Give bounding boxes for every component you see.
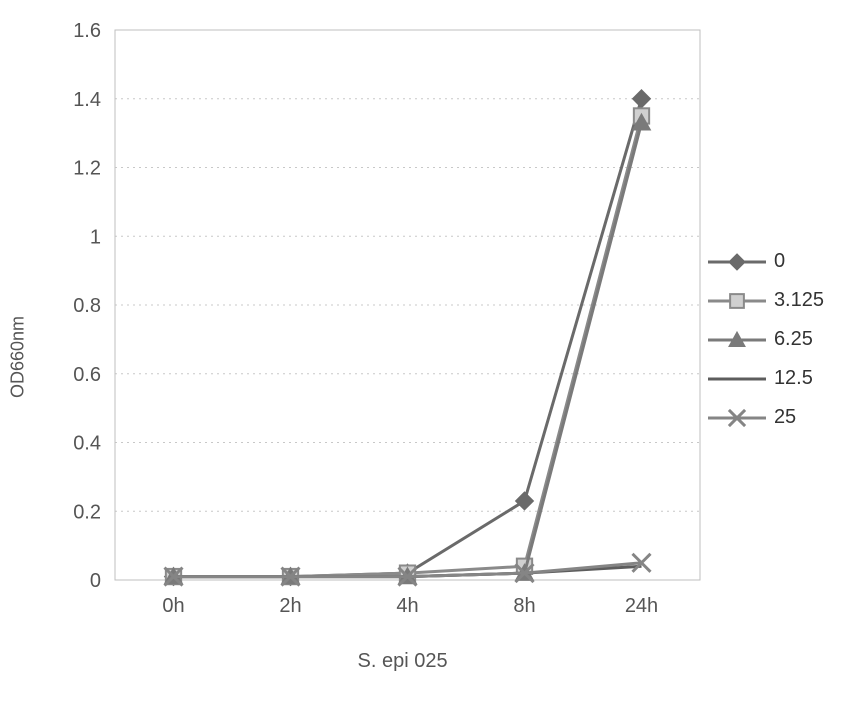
y-axis-label: OD660nm (8, 316, 29, 398)
y-tick-label: 1.4 (73, 89, 101, 111)
x-tick-label: 8h (513, 595, 535, 617)
legend: 0 3.125 6.25 12.5 25 (708, 250, 824, 445)
legend-label: 0 (774, 250, 785, 273)
y-tick-label: 1.6 (73, 20, 101, 42)
x-tick-label: 4h (396, 595, 418, 617)
legend-item: 3.125 (708, 289, 824, 312)
x-tick-label: 24h (625, 595, 658, 617)
legend-label: 25 (774, 406, 796, 429)
legend-label: 6.25 (774, 328, 813, 351)
y-tick-label: 0.6 (73, 364, 101, 386)
legend-label: 3.125 (774, 289, 824, 312)
legend-label: 12.5 (774, 367, 813, 390)
legend-swatch (708, 330, 766, 350)
y-tick-label: 0 (90, 570, 101, 592)
series-line (174, 116, 642, 577)
x-tick-label: 2h (279, 595, 301, 617)
chart-title: S. epi 025 (358, 650, 448, 673)
x-tick-label: 0h (162, 595, 184, 617)
y-tick-label: 0.4 (73, 433, 101, 455)
y-tick-label: 0.8 (73, 295, 101, 317)
legend-item: 0 (708, 250, 824, 273)
legend-item: 12.5 (708, 367, 824, 390)
chart-container: 0 0.2 0.4 0.6 0.8 1 1.2 1.4 1.6 0h 2h 4h 8h 24h OD660… (0, 0, 854, 714)
y-tick-label: 0.2 (73, 501, 101, 523)
y-tick-label: 1.2 (73, 158, 101, 180)
legend-item: 6.25 (708, 328, 824, 351)
y-tick-label: 1 (90, 226, 101, 248)
series-line (174, 99, 642, 577)
legend-swatch (708, 291, 766, 311)
legend-swatch (708, 408, 766, 428)
series-line (174, 123, 642, 577)
legend-swatch (708, 252, 766, 272)
legend-item: 25 (708, 406, 824, 429)
legend-swatch (708, 369, 766, 389)
